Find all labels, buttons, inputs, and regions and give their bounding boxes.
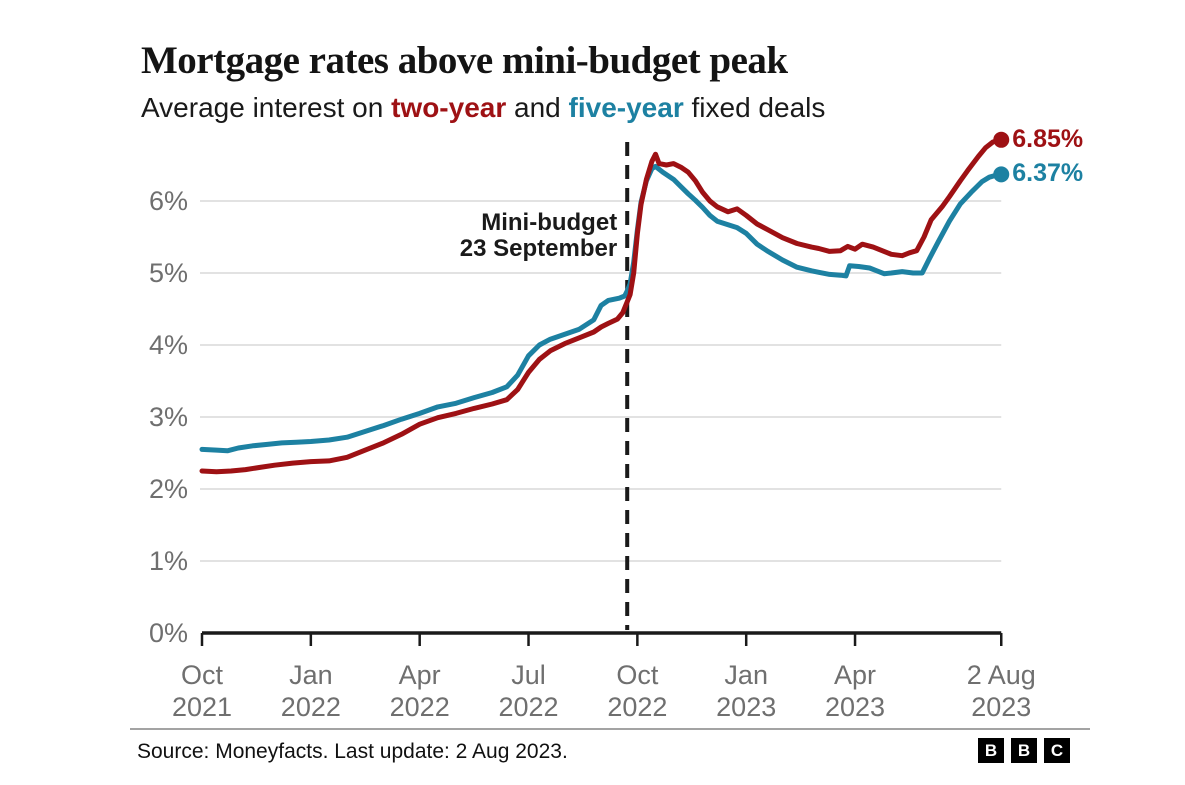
bbc-logo-letter: B [978,738,1004,763]
x-tick-label: Oct [181,660,224,690]
page-title: Mortgage rates above mini-budget peak [141,39,788,82]
y-tick-label: 5% [149,258,188,288]
y-tick-label: 3% [149,402,188,432]
bbc-logo-letter: C [1044,738,1070,763]
bbc-logo-letter: B [1011,738,1037,763]
x-tick-label: Oct [616,660,659,690]
x-tick-label: 2023 [716,692,776,722]
bbc-logo: B B C [978,738,1070,763]
x-tick-label: 2022 [498,692,558,722]
subtitle-five-year-label: five-year [568,92,684,123]
x-tick-label: Jan [289,660,333,690]
x-tick-label: Apr [834,660,876,690]
x-tick-label: Jul [511,660,546,690]
x-tick-label: 2 Aug [967,660,1036,690]
subtitle-prefix: Average interest on [141,92,392,123]
y-tick-label: 1% [149,546,188,576]
subtitle-suffix: fixed deals [683,92,826,123]
x-tick-label: 2022 [281,692,341,722]
subtitle-two-year-label: two-year [391,92,507,123]
series-end-dot-two-year [993,131,1010,148]
mini-budget-annotation: Mini-budget 23 September [249,210,617,262]
series-end-dot-five-year [993,166,1010,183]
x-tick-label: Jan [724,660,768,690]
y-tick-label: 0% [149,618,188,648]
x-tick-label: Apr [399,660,441,690]
footer-divider [130,728,1090,730]
annotation-line1: Mini-budget [481,209,618,236]
x-tick-label: 2023 [825,692,885,722]
two-year-end-value-label: 6.85% [1012,124,1084,153]
series-line-five-year [199,163,1004,454]
series-line-two-year [199,137,1004,475]
x-tick-label: 2023 [971,692,1031,722]
y-tick-label: 2% [149,474,188,504]
source-attribution: Source: Moneyfacts. Last update: 2 Aug 2… [137,740,568,763]
y-tick-label: 4% [149,330,188,360]
y-tick-label: 6% [149,186,188,216]
x-tick-label: 2022 [390,692,450,722]
subtitle-middle: and [506,92,569,123]
five-year-end-value-label: 6.37% [1012,159,1084,188]
x-tick-label: 2021 [172,692,232,722]
x-tick-label: 2022 [607,692,667,722]
annotation-line2: 23 September [459,235,618,262]
chart-subtitle: Average interest on two-year and five-ye… [141,92,825,124]
